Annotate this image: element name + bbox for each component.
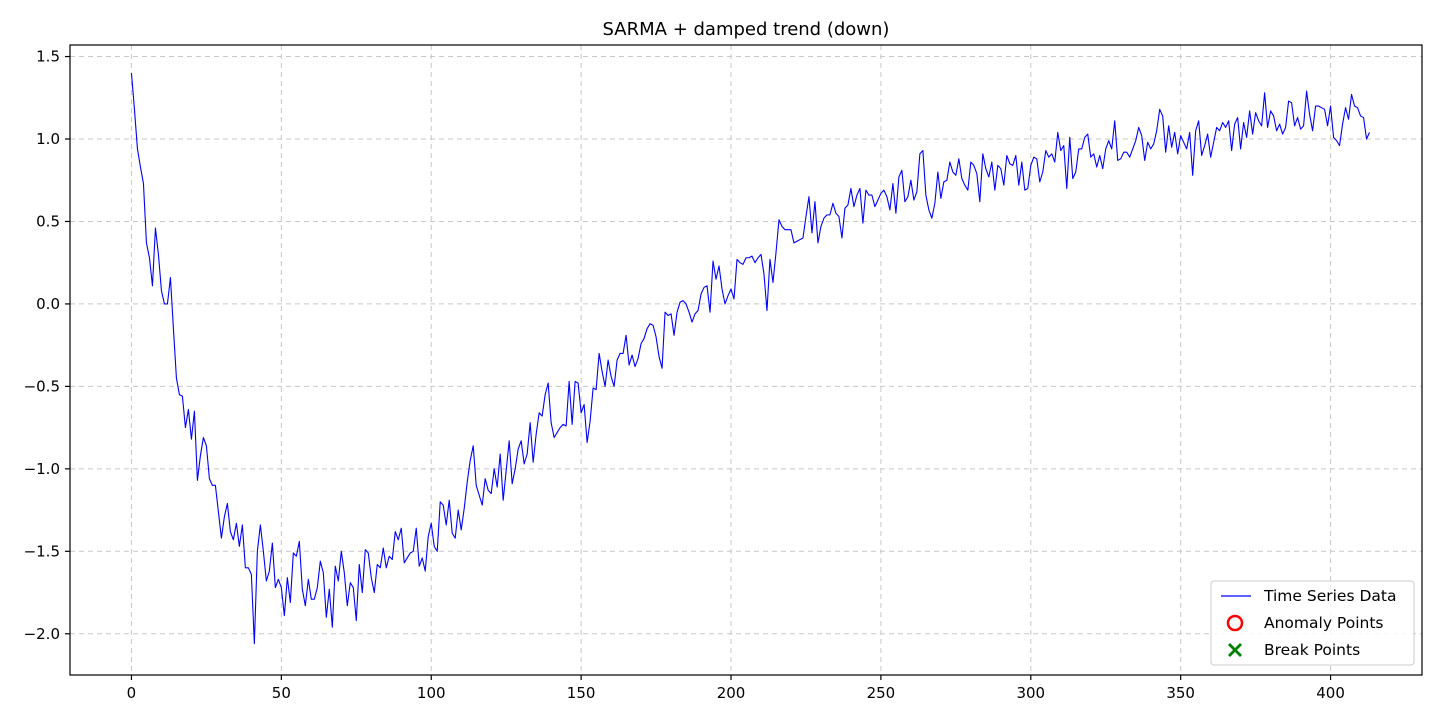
y-tick-label: −1.0	[24, 460, 60, 478]
x-tick-label: 150	[567, 684, 596, 702]
legend: Time Series Data Anomaly Points Break Po…	[1210, 580, 1415, 666]
legend-circle-icon	[1226, 614, 1244, 632]
x-tick-label: 100	[417, 684, 446, 702]
y-tick-label: 1.5	[36, 48, 60, 66]
legend-x-icon	[1228, 643, 1242, 657]
axis-ticks: 0 50 100 150 200 250 300 350 400 −2.0 −1.5 −1.0 −0.5…	[24, 48, 1345, 702]
y-tick-label: 0.0	[36, 295, 60, 313]
x-tick-label: 0	[127, 684, 137, 702]
grid	[70, 45, 1422, 675]
x-tick-label: 250	[867, 684, 896, 702]
x-tick-label: 50	[272, 684, 291, 702]
plot-frame	[69, 44, 1423, 676]
y-tick-label: 0.5	[36, 212, 60, 230]
x-tick-label: 300	[1016, 684, 1045, 702]
x-tick-label: 400	[1316, 684, 1345, 702]
legend-box	[1210, 580, 1415, 666]
y-tick-label: 1.0	[36, 130, 60, 148]
y-tick-label: −0.5	[24, 377, 60, 395]
y-tick-label: −1.5	[24, 542, 60, 560]
chart-title: SARMA + damped trend (down)	[603, 19, 890, 40]
legend-label-anomaly: Anomaly Points	[1264, 614, 1383, 632]
legend-label-break: Break Points	[1264, 641, 1360, 659]
y-tick-label: −2.0	[24, 625, 60, 643]
x-tick-label: 200	[717, 684, 746, 702]
legend-label-time-series: Time Series Data	[1263, 587, 1396, 605]
series-line-time-series	[130, 72, 1371, 645]
series-layer	[130, 72, 1371, 645]
x-tick-label: 350	[1166, 684, 1195, 702]
